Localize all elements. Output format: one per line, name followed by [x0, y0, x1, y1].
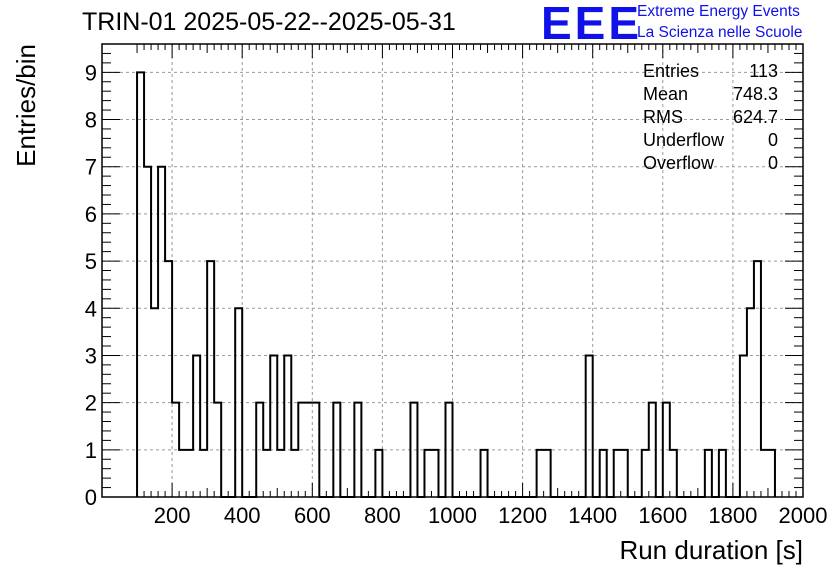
histogram-bin: [193, 355, 200, 497]
histogram-bin: [144, 167, 151, 497]
stat-value: 0: [768, 153, 778, 173]
histogram-bin: [740, 355, 747, 497]
histogram-bin: [284, 355, 291, 497]
x-tick-label: 2000: [779, 503, 828, 528]
y-tick-label: 4: [85, 296, 97, 321]
histogram-bin: [705, 450, 712, 497]
histogram-bin: [431, 450, 438, 497]
x-tick-label: 400: [224, 503, 261, 528]
stat-value: 0: [768, 130, 778, 150]
stat-label: RMS: [643, 107, 683, 127]
histogram-bin: [586, 355, 593, 497]
axis-ticks: [102, 44, 804, 498]
histogram-bin: [719, 450, 726, 497]
x-tick-label: 1800: [708, 503, 757, 528]
logo-line-2: La Scienza nelle Scuole: [637, 24, 803, 41]
histogram-bin: [137, 72, 144, 497]
histogram-bin: [614, 450, 621, 497]
stats-box: Entries 113 Mean 748.3 RMS 624.7 Underflow 0 Ove…: [643, 61, 778, 173]
chart-title: TRIN-01 2025-05-22--2025-05-31: [82, 8, 456, 36]
y-tick-label: 0: [85, 485, 97, 510]
y-tick-label: 1: [85, 438, 97, 463]
histogram-bin: [481, 450, 488, 497]
histogram-bin: [544, 450, 551, 497]
x-tick-label: 1200: [498, 503, 547, 528]
y-tick-label: 3: [85, 343, 97, 368]
logo-line-1: Extreme Energy Events: [637, 3, 800, 20]
y-tick-label: 8: [85, 108, 97, 133]
x-axis-label: Run duration [s]: [619, 535, 803, 565]
histogram-bin: [670, 450, 677, 497]
x-tick-label: 1400: [568, 503, 617, 528]
histogram-bin: [424, 450, 431, 497]
grid-lines: [102, 44, 803, 497]
stat-value: 624.7: [733, 107, 778, 127]
x-tick-label: 1000: [428, 503, 477, 528]
x-tick-label: 1600: [638, 503, 687, 528]
histogram-bin: [158, 167, 165, 497]
stat-label: Entries: [643, 61, 699, 81]
x-tick-labels: 200 400 600 800 1000 1200 1400 1600 1800 2000: [154, 503, 828, 528]
logo-letters: EEE: [541, 0, 643, 49]
stat-label: Mean: [643, 84, 688, 104]
x-tick-label: 200: [154, 503, 191, 528]
x-tick-label: 600: [294, 503, 331, 528]
histogram-bin: [621, 450, 628, 497]
histogram-bin: [263, 450, 270, 497]
histogram-bin: [761, 450, 768, 497]
y-tick-label: 5: [85, 249, 97, 274]
histogram-bin: [291, 450, 298, 497]
histogram-bin: [642, 450, 649, 497]
x-tick-label: 800: [364, 503, 401, 528]
histogram-bin: [179, 450, 186, 497]
histogram-bin: [537, 450, 544, 497]
histogram-bin: [200, 450, 207, 497]
histogram-bin: [186, 450, 193, 497]
y-tick-label: 9: [85, 60, 97, 85]
histogram-bin: [277, 450, 284, 497]
histogram-bin: [270, 355, 277, 497]
y-tick-labels: 0 1 2 3 4 5 6 7 8 9: [85, 60, 97, 510]
histogram-bin: [600, 450, 607, 497]
stat-label: Underflow: [643, 130, 725, 150]
y-tick-label: 6: [85, 202, 97, 227]
histogram-bin: [375, 450, 382, 497]
histogram-bin: [207, 261, 214, 497]
stat-label: Overflow: [643, 153, 715, 173]
y-tick-label: 7: [85, 155, 97, 180]
eee-logo: EEE Extreme Energy Events La Scienza nel…: [541, 0, 833, 49]
y-tick-label: 2: [85, 391, 97, 416]
histogram-bin: [754, 261, 761, 497]
histogram-bin: [768, 450, 775, 497]
stat-value: 748.3: [733, 84, 778, 104]
histogram-bin: [165, 261, 172, 497]
stat-value: 113: [749, 61, 778, 81]
y-axis-label: Entries/bin: [11, 44, 41, 167]
